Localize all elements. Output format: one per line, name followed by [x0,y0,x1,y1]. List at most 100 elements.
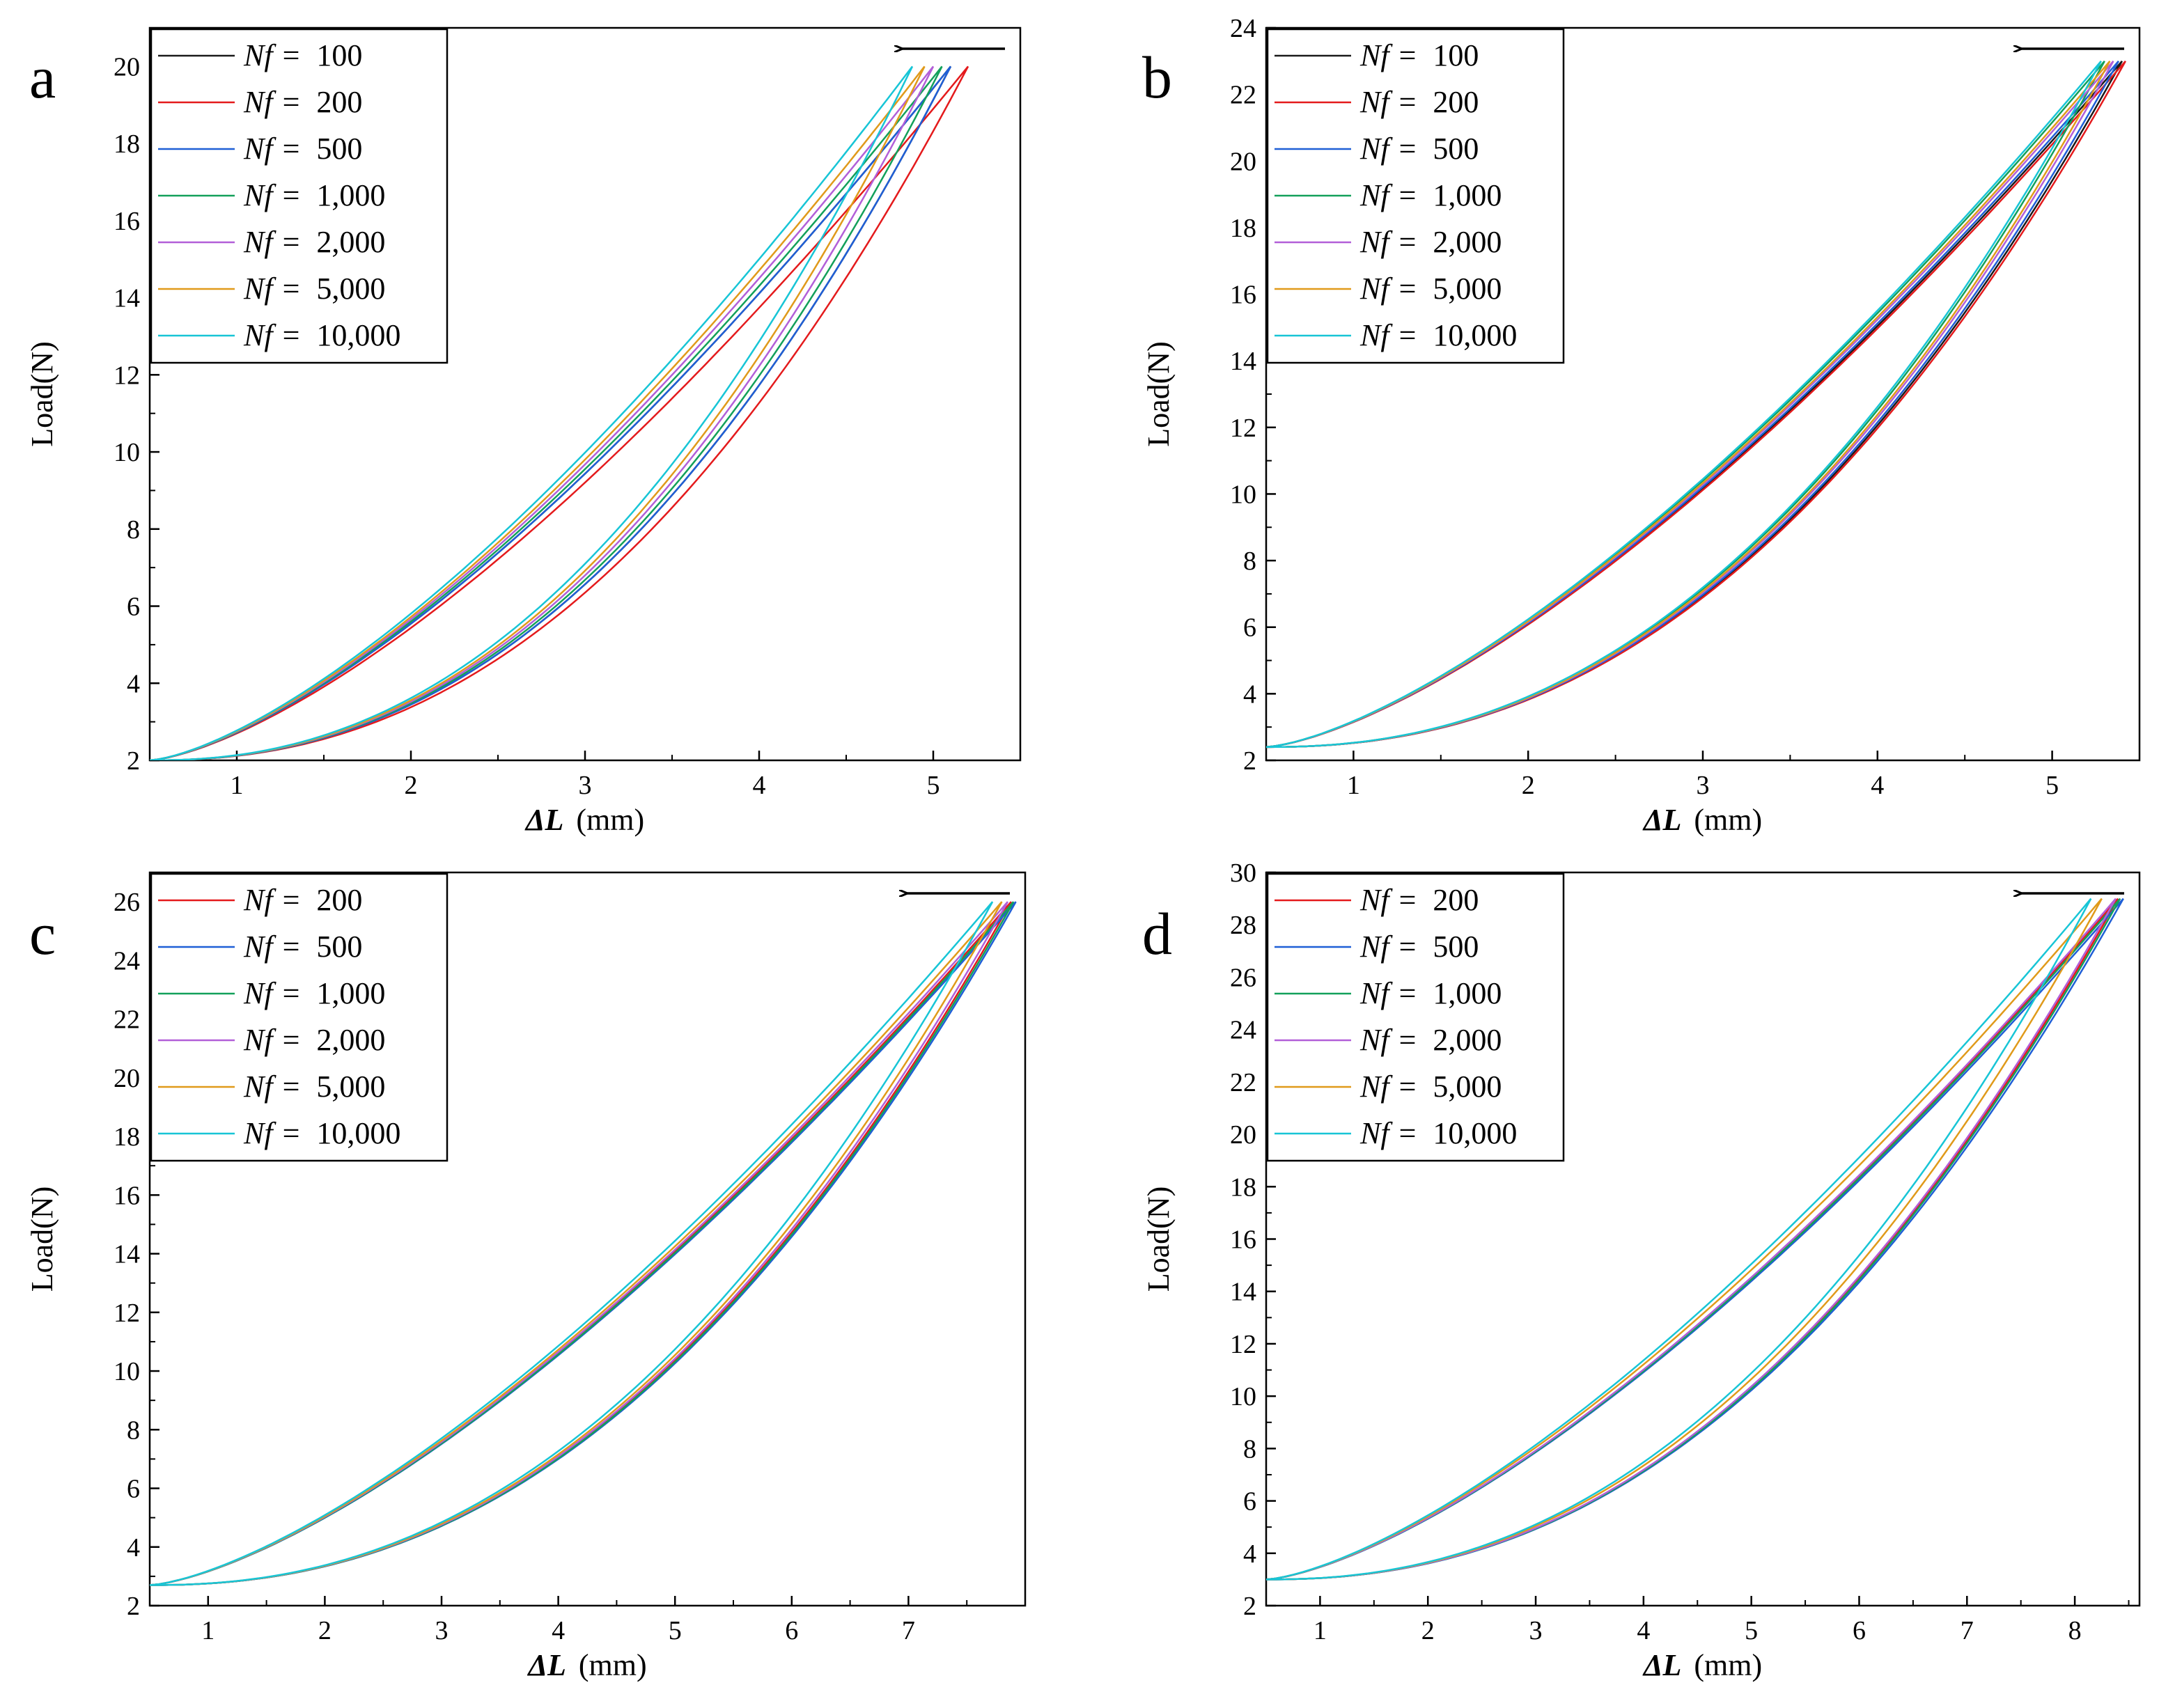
series-loop-1000 [150,65,943,760]
x-tick-label: 2 [1522,771,1535,800]
legend-label: Nf = 1,000 [243,976,385,1010]
x-axis-label: ΔL (mm) [1642,803,1762,837]
y-tick-label: 8 [127,515,140,544]
legend-eq: = [283,272,300,306]
legend-value: 5,000 [316,1070,385,1104]
y-tick-label: 22 [114,1005,140,1035]
legend-value: 1,000 [1433,178,1502,212]
y-tick-label: 26 [1230,963,1256,992]
legend-eq: = [283,1023,300,1057]
legend-label: Nf = 200 [1359,883,1479,917]
series-loop-500 [150,65,952,760]
legend-eq: = [283,976,300,1010]
legend-item: Nf = 2,000 [158,225,385,259]
y-tick-label: 14 [1230,1278,1256,1307]
legend-item: Nf = 10,000 [1275,318,1517,352]
curves [150,65,969,760]
y-tick-label: 22 [1230,81,1256,110]
x-tick-label: 5 [1745,1616,1758,1645]
x-tick-label: 4 [1871,771,1884,800]
y-tick-label: 24 [1230,1016,1256,1045]
y-axis-label: Load(N) [1141,1186,1176,1292]
legend-item: Nf = 10,000 [158,1116,400,1150]
legend-item: Nf = 10,000 [158,318,400,352]
legend-label: Nf = 10,000 [243,1116,400,1150]
legend-item: Nf = 1,000 [158,178,385,212]
legend-value: 10,000 [316,1116,400,1150]
legend-value: 100 [1433,38,1479,72]
legend-prefix: Nf [1359,1116,1393,1150]
x-tick-label: 3 [1529,1616,1543,1645]
x-tick-label: 5 [927,771,940,800]
y-tick-label: 26 [114,888,140,917]
legend-label: Nf = 5,000 [243,1070,385,1104]
y-tick-label: 24 [114,946,140,976]
x-axis-label: ΔL (mm) [527,1648,646,1682]
legend-prefix: Nf [1359,178,1393,212]
x-tick-label: 3 [1697,771,1710,800]
legend-prefix: Nf [243,178,276,212]
legend-label: Nf = 200 [243,883,362,917]
x-tick-label: 3 [579,771,592,800]
legend-label: Nf = 1,000 [1359,178,1502,212]
legend-value: 200 [316,883,362,917]
legend-eq: = [283,930,300,964]
y-tick-label: 10 [1230,1382,1256,1411]
x-tick-label: 4 [1637,1616,1650,1645]
legend-eq: = [1399,178,1417,212]
legend-prefix: Nf [243,1023,276,1057]
legend-eq: = [283,883,300,917]
x-tick-label: 1 [1347,771,1360,800]
legend-value: 100 [316,38,362,72]
x-tick-label: 1 [201,1616,215,1645]
x-axis-unit: (mm) [1694,1648,1762,1682]
legend-value: 10,000 [1433,1116,1517,1150]
series-loop-10000 [1266,60,2102,749]
legend-value: 1,000 [316,178,385,212]
x-axis-symbol: ΔL [527,1648,566,1682]
legend-prefix: Nf [1359,225,1393,259]
y-axis-label: Load(N) [25,341,59,447]
legend-value: 5,000 [316,272,385,306]
y-tick-label: 20 [1230,1120,1256,1150]
legend-label: Nf = 2,000 [1359,225,1502,259]
y-tick-label: 4 [127,1533,140,1562]
legend-label: Nf = 5,000 [243,272,385,306]
y-tick-label: 14 [114,1240,140,1269]
x-tick-label: 6 [785,1616,798,1645]
series-loop-5000 [1266,60,2111,749]
y-tick-label: 6 [127,593,140,622]
legend-value: 200 [1433,883,1479,917]
legend-eq: = [1399,883,1417,917]
panel-letter: d [1142,900,1172,967]
legend-item: Nf = 5,000 [1275,272,1502,306]
x-tick-label: 1 [1314,1616,1327,1645]
legend-prefix: Nf [1359,1023,1393,1057]
legend-prefix: Nf [243,1116,276,1150]
y-tick-label: 2 [1243,1592,1256,1621]
legend-eq: = [283,225,300,259]
x-tick-label: 2 [1421,1616,1435,1645]
legend-eq: = [283,318,300,352]
legend-prefix: Nf [243,132,276,166]
legend-prefix: Nf [243,1070,276,1104]
legend-item: Nf = 5,000 [1275,1070,1502,1104]
legend-eq: = [1399,318,1417,352]
legend-item: Nf = 100 [158,38,362,72]
legend-prefix: Nf [1359,930,1393,964]
y-tick-label: 24 [1230,14,1256,43]
legend-prefix: Nf [1359,38,1393,72]
legend-value: 500 [316,930,362,964]
legend-box [150,872,449,1162]
x-tick-label: 8 [2068,1616,2082,1645]
legend-value: 2,000 [316,1023,385,1057]
series-loop-2000 [1266,898,2117,1581]
legend-value: 5,000 [1433,272,1502,306]
y-tick-label: 4 [1243,1539,1256,1569]
legend-item: Nf = 1,000 [1275,178,1502,212]
series-loop-5000 [1266,898,2103,1581]
legend-item: Nf = 2,000 [1275,1023,1502,1057]
legend-value: 500 [316,132,362,166]
x-axis-unit: (mm) [576,803,644,837]
